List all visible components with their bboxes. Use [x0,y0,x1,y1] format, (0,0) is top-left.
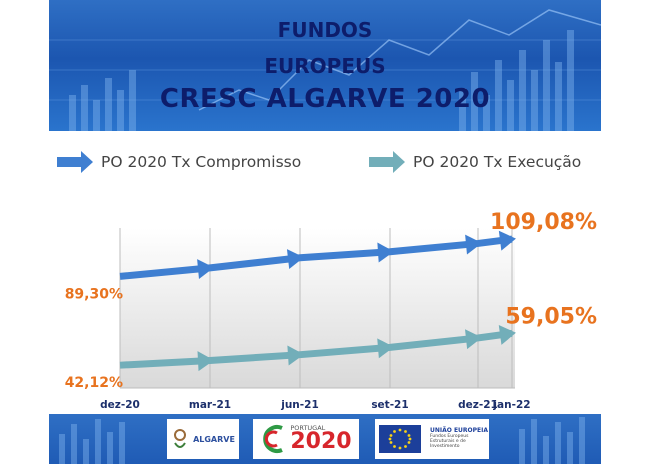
algarve-emblem-icon [174,429,187,448]
header-banner: FUNDOS EUROPEUS CRESC ALGARVE 2020 [49,0,601,131]
x-tick-label: set-21 [371,399,408,411]
eu-logo-subtitle: Fundos Europeus Estruturais e de Investi… [430,433,469,449]
x-tick-label: jan-22 [492,399,530,411]
data-point-arrow [377,242,394,263]
data-point-arrow [197,351,214,372]
data-point-arrow [465,234,482,255]
legend-label-execucao: PO 2020 Tx Execução [413,153,582,171]
portugal-2020-logo: PORTUGAL 2020 [253,419,359,459]
data-point-arrow [498,230,516,251]
series-start-label: 89,30% [65,286,123,302]
series-line [119,235,513,280]
x-tick-label: dez-20 [100,399,140,411]
data-point-arrow [498,325,516,345]
series-end-label: 109,08% [490,210,597,235]
footer-banner: ALGARVE PORTUGAL 2020 UNIÃO EUROPEIA Fun… [49,414,601,464]
arrow-right-icon [57,151,93,173]
x-tick-label: dez-21 [458,399,498,411]
data-point-arrow [197,259,214,279]
eu-flag-icon [379,425,421,453]
eu-logo: UNIÃO EUROPEIA Fundos Europeus Estrutura… [375,419,489,459]
series-start-label: 42,12% [65,375,123,391]
data-point-arrow [287,345,304,366]
legend-item-execucao: PO 2020 Tx Execução [367,144,581,180]
data-point-arrow [377,338,394,359]
arrow-right-icon [369,151,405,173]
data-point-arrow [465,329,482,350]
series-line [119,329,513,369]
footer-background-graphic [59,417,585,464]
legend-label-compromisso: PO 2020 Tx Compromisso [101,153,302,171]
portugal-logo-year: 2020 [290,429,352,455]
chart-legend: PO 2020 Tx Compromisso PO 2020 Tx Execuç… [55,144,610,180]
data-point-arrow [286,249,304,270]
portugal-logo-caption: PORTUGAL [290,423,326,432]
banner-title-line1: FUNDOS [277,18,373,42]
x-tick-label: mar-21 [189,399,231,411]
banner-title-line2: EUROPEUS [264,54,386,78]
algarve-logo: ALGARVE [167,419,239,459]
portugal-emblem-icon [263,425,284,453]
series-end-label: 59,05% [505,304,597,329]
banner-background-graphic [49,9,601,131]
legend-item-compromisso: PO 2020 Tx Compromisso [55,144,301,180]
x-tick-label: jun-21 [280,399,319,411]
eu-logo-title: UNIÃO EUROPEIA [430,427,489,435]
banner-title-line3: CRESC ALGARVE 2020 [159,84,491,114]
algarve-logo-text: ALGARVE [193,434,235,444]
